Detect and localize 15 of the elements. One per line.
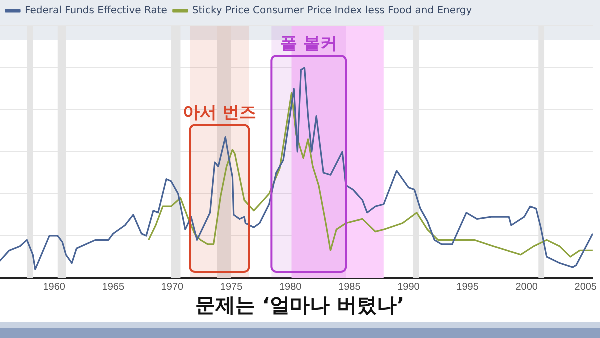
x-tick-label: 1985 (338, 282, 362, 293)
x-tick-label: 1990 (398, 282, 420, 293)
text: 문제는 ‘얼마나 버텼나’ (195, 293, 405, 318)
band-label: 아서 번즈 (182, 103, 257, 124)
legend-label: Sticky Price Consumer Price Index less Food and Energy (192, 6, 472, 17)
legend-label: Federal Funds Effective Rate (25, 6, 168, 17)
x-tick-label: 2000 (516, 282, 538, 293)
x-tick-label: 1970 (161, 282, 184, 293)
x-tick-label: 1995 (456, 282, 480, 293)
x-tick-label: 1965 (102, 282, 125, 293)
band-label: 폴 볼커 (280, 34, 338, 54)
x-tick-label: 2005 (574, 282, 598, 293)
x-tick-label: 1975 (220, 282, 244, 293)
x-tick-label: 1980 (279, 282, 302, 293)
x-tick-label: 1960 (43, 282, 66, 293)
